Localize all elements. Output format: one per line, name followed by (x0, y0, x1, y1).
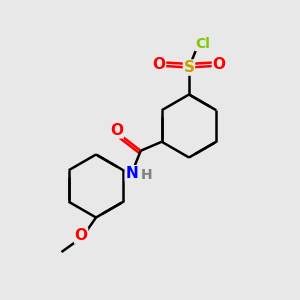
Text: S: S (184, 60, 194, 75)
Text: N: N (125, 166, 138, 181)
Text: Cl: Cl (195, 37, 210, 50)
Text: O: O (152, 57, 166, 72)
Text: O: O (74, 228, 88, 243)
Text: O: O (212, 57, 226, 72)
Text: O: O (110, 123, 123, 138)
Text: H: H (141, 168, 152, 182)
